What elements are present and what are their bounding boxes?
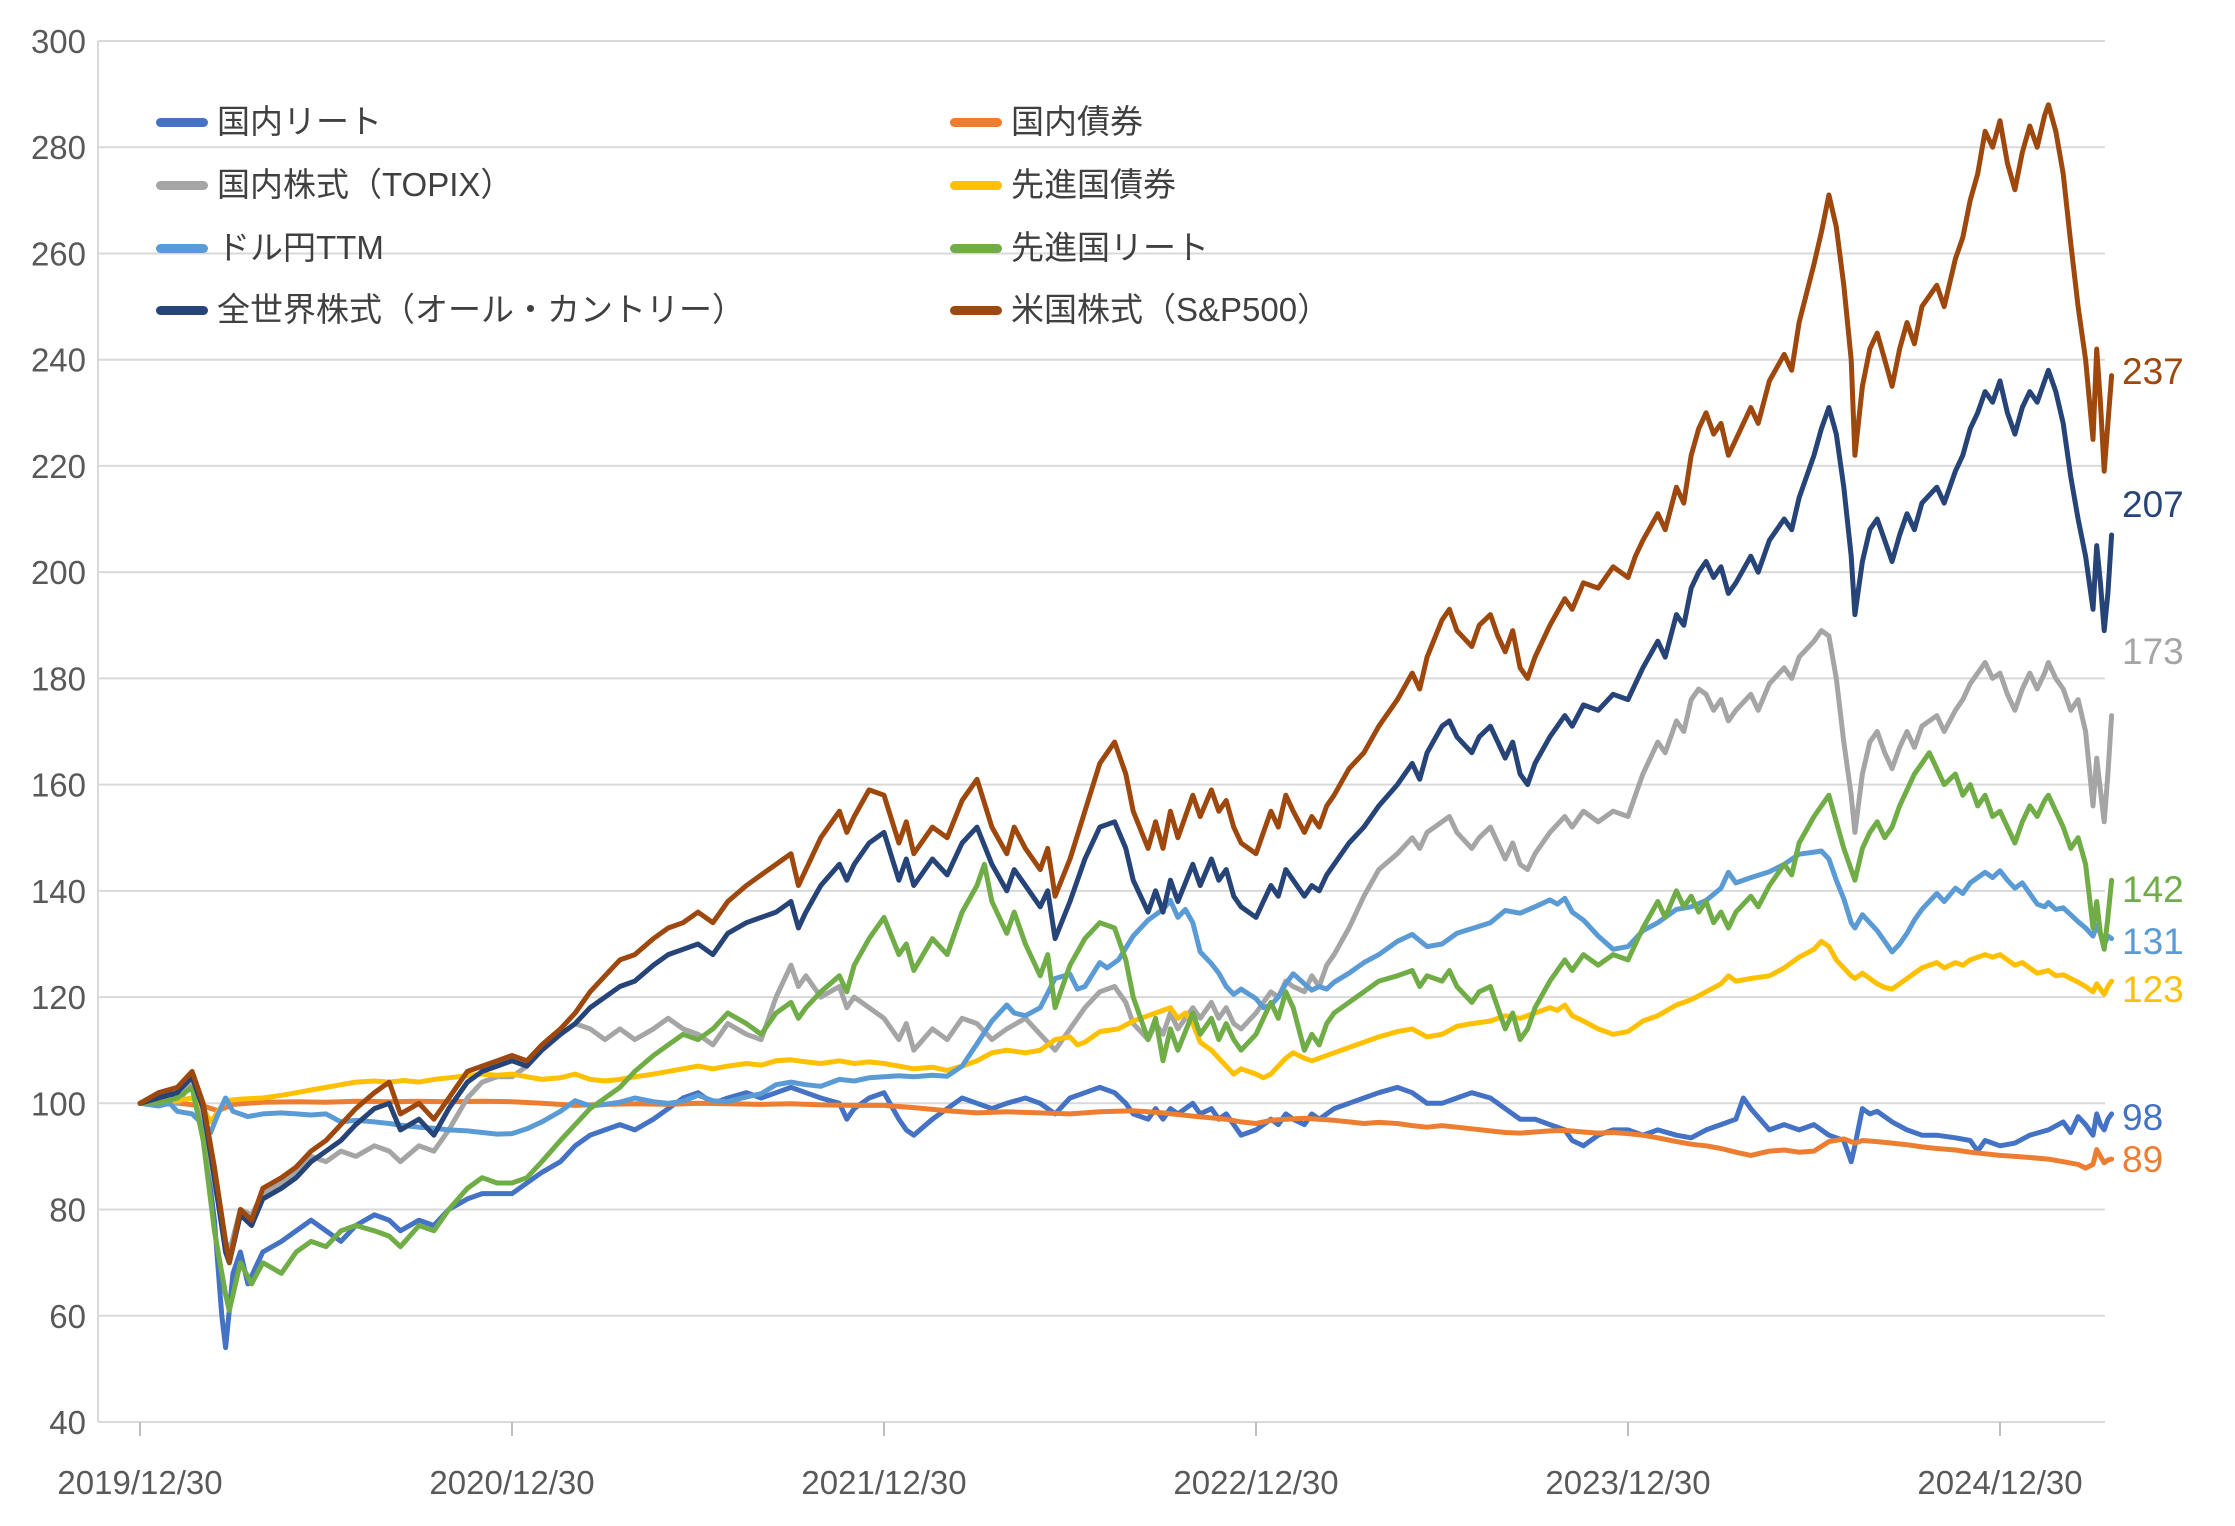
end-label-dev_reit: 142 — [2122, 869, 2184, 910]
legend-item-acwi: 全世界株式（オール・カントリー） — [156, 289, 745, 331]
x-tick-label: 2024/12/30 — [1917, 1464, 2082, 1501]
y-tick-label: 160 — [31, 767, 86, 804]
y-tick-label: 240 — [31, 342, 86, 379]
end-label-usdjpy: 131 — [2122, 921, 2184, 962]
end-label-jp_equity: 173 — [2122, 631, 2184, 672]
end-label-acwi: 207 — [2122, 484, 2184, 525]
end-label-jp_bond: 89 — [2122, 1139, 2164, 1180]
legend-item-dev_bond: 先進国債券 — [950, 164, 1176, 206]
legend-item-sp500: 米国株式（S&P500） — [950, 289, 1330, 331]
legend-swatch-dev_bond — [950, 180, 1002, 190]
legend-label-usdjpy: ドル円TTM — [217, 229, 384, 266]
series-line-sp500 — [137, 102, 2115, 1266]
legend-label-dev_reit: 先進国リート — [1011, 229, 1209, 266]
series-line-dev_bond — [137, 938, 2115, 1125]
series-line-acwi — [137, 367, 2115, 1266]
legend-label-acwi: 全世界株式（オール・カントリー） — [217, 291, 745, 328]
y-tick-label: 40 — [49, 1404, 86, 1441]
y-tick-label: 120 — [31, 979, 86, 1016]
legend-item-dev_reit: 先進国リート — [950, 227, 1209, 269]
y-tick-label: 220 — [31, 448, 86, 485]
legend-swatch-sp500 — [950, 305, 1002, 315]
end-label-sp500: 237 — [2122, 351, 2184, 392]
y-tick-label: 260 — [31, 235, 86, 272]
y-tick-label: 140 — [31, 873, 86, 910]
y-tick-label: 100 — [31, 1085, 86, 1122]
legend-item-jp_reit: 国内リート — [156, 101, 382, 143]
x-tick-label: 2021/12/30 — [801, 1464, 966, 1501]
legend-swatch-jp_bond — [950, 117, 1002, 127]
x-tick-label: 2022/12/30 — [1173, 1464, 1338, 1501]
legend-swatch-usdjpy — [156, 243, 208, 253]
legend-item-jp_bond: 国内債券 — [950, 101, 1143, 143]
legend-label-jp_equity: 国内株式（TOPIX） — [217, 166, 514, 203]
x-tick-label: 2019/12/30 — [57, 1464, 222, 1501]
series-line-jp_equity — [137, 628, 2115, 1255]
legend-swatch-jp_equity — [156, 180, 208, 190]
end-label-jp_reit: 98 — [2122, 1097, 2164, 1138]
series-line-dev_reit — [137, 750, 2115, 1313]
legend-swatch-dev_reit — [950, 243, 1002, 253]
legend-label-jp_bond: 国内債券 — [1011, 103, 1143, 140]
y-tick-label: 280 — [31, 129, 86, 166]
legend-label-dev_bond: 先進国債券 — [1011, 166, 1176, 203]
legend-swatch-acwi — [156, 305, 208, 315]
legend-label-jp_reit: 国内リート — [217, 103, 382, 140]
legend-label-sp500: 米国株式（S&P500） — [1011, 291, 1331, 328]
legend-swatch-jp_reit — [156, 117, 208, 127]
x-tick-label: 2023/12/30 — [1545, 1464, 1710, 1501]
series-line-usdjpy — [137, 848, 2115, 1137]
legend-item-jp_equity: 国内株式（TOPIX） — [156, 164, 513, 206]
y-tick-label: 180 — [31, 660, 86, 697]
legend-item-usdjpy: ドル円TTM — [156, 227, 384, 269]
y-tick-label: 300 — [31, 23, 86, 60]
end-label-dev_bond: 123 — [2122, 969, 2184, 1010]
x-tick-label: 2020/12/30 — [429, 1464, 594, 1501]
y-tick-label: 80 — [49, 1192, 86, 1229]
y-tick-label: 60 — [49, 1298, 86, 1335]
y-tick-label: 200 — [31, 554, 86, 591]
series-line-jp_reit — [137, 1079, 2115, 1351]
